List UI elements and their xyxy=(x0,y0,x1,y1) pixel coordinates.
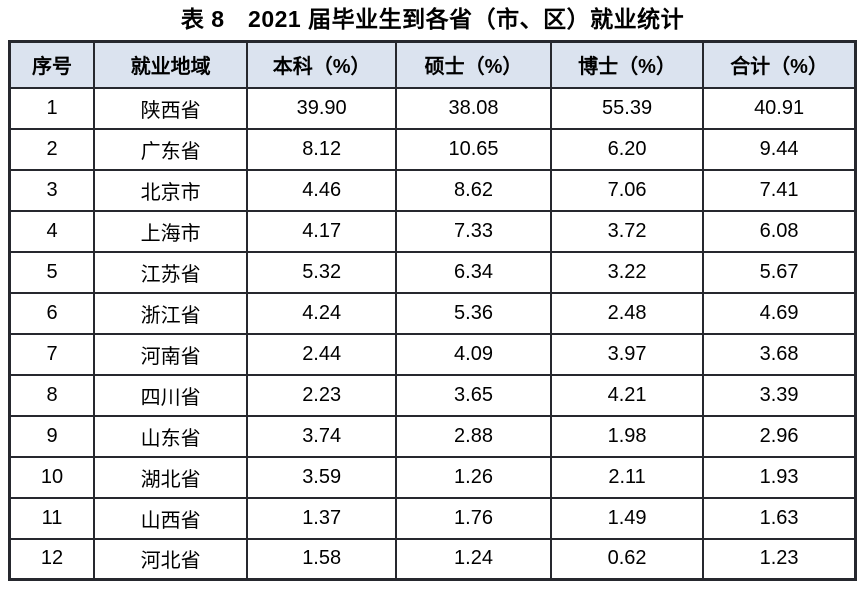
table-row: 11 山西省 1.37 1.76 1.49 1.63 xyxy=(8,496,857,540)
row-index-cell: 10 xyxy=(8,455,96,499)
region-cell: 湖北省 xyxy=(93,455,249,499)
region-cell: 江苏省 xyxy=(93,250,249,294)
region-cell: 河北省 xyxy=(93,537,249,581)
bachelor-value-cell: 2.44 xyxy=(246,332,398,376)
region-cell: 山西省 xyxy=(93,496,249,540)
table-row: 10 湖北省 3.59 1.26 2.11 1.93 xyxy=(8,455,857,499)
region-cell: 山东省 xyxy=(93,414,249,458)
region-cell: 上海市 xyxy=(93,209,249,253)
master-value-cell: 8.62 xyxy=(395,168,552,212)
total-value-cell: 1.63 xyxy=(702,496,857,540)
bachelor-value-cell: 3.74 xyxy=(246,414,398,458)
header-cell-doctor: 博士（%） xyxy=(549,40,705,89)
row-index-cell: 8 xyxy=(8,373,96,417)
bachelor-value-cell: 4.24 xyxy=(246,291,398,335)
doctor-value-cell: 6.20 xyxy=(549,127,705,171)
bachelor-value-cell: 2.23 xyxy=(246,373,398,417)
doctor-value-cell: 3.97 xyxy=(549,332,705,376)
row-index-cell: 7 xyxy=(8,332,96,376)
region-cell: 四川省 xyxy=(93,373,249,417)
master-value-cell: 3.65 xyxy=(395,373,552,417)
bachelor-value-cell: 8.12 xyxy=(246,127,398,171)
total-value-cell: 3.39 xyxy=(702,373,857,417)
bachelor-value-cell: 1.37 xyxy=(246,496,398,540)
master-value-cell: 6.34 xyxy=(395,250,552,294)
doctor-value-cell: 1.49 xyxy=(549,496,705,540)
employment-stats-table: 序号 就业地域 本科（%） 硕士（%） 博士（%） 合计（%） 1 陕西省 39.9… xyxy=(8,40,857,581)
master-value-cell: 1.76 xyxy=(395,496,552,540)
total-value-cell: 6.08 xyxy=(702,209,857,253)
region-cell: 北京市 xyxy=(93,168,249,212)
master-value-cell: 5.36 xyxy=(395,291,552,335)
bachelor-value-cell: 4.17 xyxy=(246,209,398,253)
table-row: 4 上海市 4.17 7.33 3.72 6.08 xyxy=(8,209,857,253)
table-row: 7 河南省 2.44 4.09 3.97 3.68 xyxy=(8,332,857,376)
doctor-value-cell: 3.22 xyxy=(549,250,705,294)
row-index-cell: 5 xyxy=(8,250,96,294)
total-value-cell: 3.68 xyxy=(702,332,857,376)
master-value-cell: 7.33 xyxy=(395,209,552,253)
doctor-value-cell: 1.98 xyxy=(549,414,705,458)
header-row: 序号 就业地域 本科（%） 硕士（%） 博士（%） 合计（%） xyxy=(8,40,857,89)
table-row: 2 广东省 8.12 10.65 6.20 9.44 xyxy=(8,127,857,171)
master-value-cell: 38.08 xyxy=(395,86,552,130)
master-value-cell: 2.88 xyxy=(395,414,552,458)
header-cell-total: 合计（%） xyxy=(702,40,857,89)
table-row: 1 陕西省 39.90 38.08 55.39 40.91 xyxy=(8,86,857,130)
total-value-cell: 40.91 xyxy=(702,86,857,130)
row-index-cell: 1 xyxy=(8,86,96,130)
total-value-cell: 4.69 xyxy=(702,291,857,335)
table-row: 9 山东省 3.74 2.88 1.98 2.96 xyxy=(8,414,857,458)
row-index-cell: 11 xyxy=(8,496,96,540)
bachelor-value-cell: 4.46 xyxy=(246,168,398,212)
total-value-cell: 5.67 xyxy=(702,250,857,294)
header-cell-index: 序号 xyxy=(8,40,96,89)
total-value-cell: 7.41 xyxy=(702,168,857,212)
doctor-value-cell: 2.11 xyxy=(549,455,705,499)
header-cell-region: 就业地域 xyxy=(93,40,249,89)
table-row: 8 四川省 2.23 3.65 4.21 3.39 xyxy=(8,373,857,417)
doctor-value-cell: 3.72 xyxy=(549,209,705,253)
doctor-value-cell: 0.62 xyxy=(549,537,705,581)
region-cell: 广东省 xyxy=(93,127,249,171)
master-value-cell: 10.65 xyxy=(395,127,552,171)
master-value-cell: 1.24 xyxy=(395,537,552,581)
row-index-cell: 4 xyxy=(8,209,96,253)
table-row: 3 北京市 4.46 8.62 7.06 7.41 xyxy=(8,168,857,212)
total-value-cell: 1.23 xyxy=(702,537,857,581)
bachelor-value-cell: 5.32 xyxy=(246,250,398,294)
bachelor-value-cell: 1.58 xyxy=(246,537,398,581)
row-index-cell: 12 xyxy=(8,537,96,581)
table-row: 5 江苏省 5.32 6.34 3.22 5.67 xyxy=(8,250,857,294)
doctor-value-cell: 55.39 xyxy=(549,86,705,130)
doctor-value-cell: 2.48 xyxy=(549,291,705,335)
total-value-cell: 9.44 xyxy=(702,127,857,171)
table-title: 表 8 2021 届毕业生到各省（市、区）就业统计 xyxy=(180,6,685,32)
header-cell-master: 硕士（%） xyxy=(395,40,552,89)
region-cell: 河南省 xyxy=(93,332,249,376)
row-index-cell: 9 xyxy=(8,414,96,458)
bachelor-value-cell: 3.59 xyxy=(246,455,398,499)
total-value-cell: 1.93 xyxy=(702,455,857,499)
bachelor-value-cell: 39.90 xyxy=(246,86,398,130)
row-index-cell: 3 xyxy=(8,168,96,212)
row-index-cell: 6 xyxy=(8,291,96,335)
row-index-cell: 2 xyxy=(8,127,96,171)
header-cell-bachelor: 本科（%） xyxy=(246,40,398,89)
table-body: 1 陕西省 39.90 38.08 55.39 40.91 2 广东省 8.12 10.65 6.2… xyxy=(8,86,857,581)
master-value-cell: 1.26 xyxy=(395,455,552,499)
table-row: 12 河北省 1.58 1.24 0.62 1.23 xyxy=(8,537,857,581)
master-value-cell: 4.09 xyxy=(395,332,552,376)
region-cell: 陕西省 xyxy=(93,86,249,130)
table-row: 6 浙江省 4.24 5.36 2.48 4.69 xyxy=(8,291,857,335)
total-value-cell: 2.96 xyxy=(702,414,857,458)
doctor-value-cell: 7.06 xyxy=(549,168,705,212)
region-cell: 浙江省 xyxy=(93,291,249,335)
doctor-value-cell: 4.21 xyxy=(549,373,705,417)
